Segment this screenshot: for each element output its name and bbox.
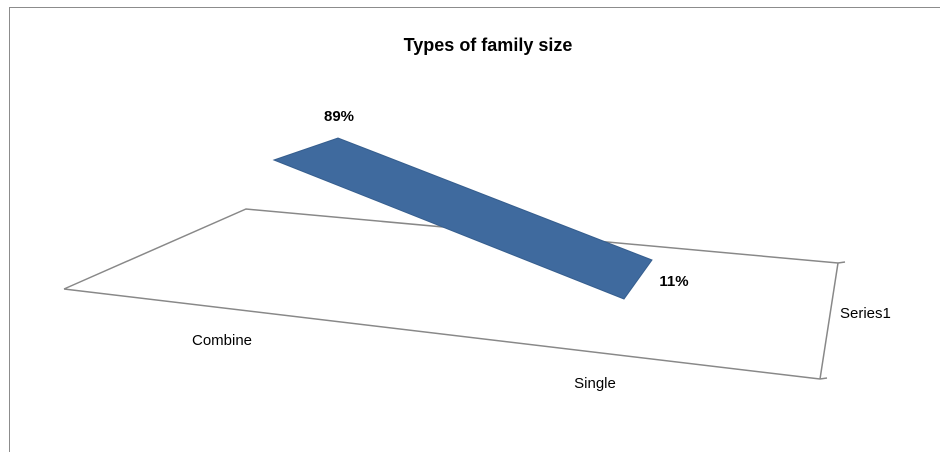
category-label-combine: Combine — [192, 332, 252, 349]
floor-right-edge — [819, 262, 839, 380]
depth-axis-tick — [837, 261, 846, 264]
data-label-combine: 89% — [324, 108, 354, 125]
series1-area — [272, 137, 653, 300]
data-label-single: 11% — [659, 273, 688, 290]
series-label: Series1 — [840, 305, 891, 322]
chart-title: Types of family size — [404, 35, 573, 55]
floor-front-edge — [63, 288, 821, 380]
category-label-single: Single — [574, 375, 616, 392]
floor-back-edge — [63, 208, 839, 290]
depth-axis-tick — [819, 377, 828, 380]
